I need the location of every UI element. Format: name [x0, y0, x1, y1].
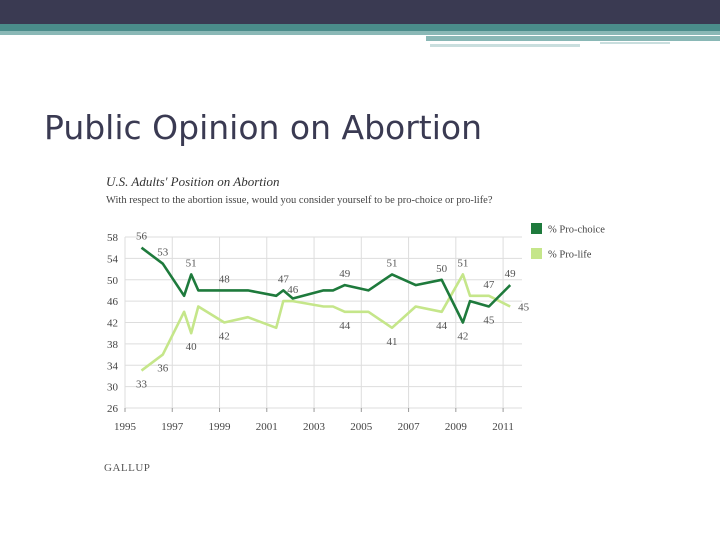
- chart-subtitle: With respect to the abortion issue, woul…: [106, 195, 493, 206]
- data-label: 41: [387, 336, 398, 348]
- legend-label: % Pro-life: [548, 250, 592, 261]
- data-label: 51: [387, 257, 398, 269]
- x-tick-label: 2005: [350, 421, 373, 433]
- x-tick-label: 2011: [492, 421, 514, 433]
- data-label: 47: [278, 273, 290, 285]
- data-label: 33: [136, 379, 148, 391]
- data-label: 47: [483, 279, 495, 291]
- data-label: 53: [157, 247, 169, 259]
- data-label: 42: [457, 331, 468, 343]
- data-label: 49: [339, 268, 351, 280]
- data-label: 46: [287, 284, 299, 296]
- series-line-pro-life: [140, 273, 511, 372]
- header-accent-line: [430, 44, 580, 47]
- data-label: 51: [186, 257, 197, 269]
- data-label: 51: [457, 257, 468, 269]
- y-tick-label: 46: [107, 296, 119, 308]
- data-label: 42: [219, 331, 230, 343]
- data-label: 36: [157, 363, 169, 375]
- y-tick-label: 26: [107, 403, 119, 415]
- y-tick-label: 50: [107, 275, 119, 287]
- top-bar: [0, 0, 720, 24]
- data-label: 48: [219, 273, 231, 285]
- series-line-pro-choice: [140, 246, 512, 324]
- data-label: 45: [483, 314, 495, 326]
- x-tick-label: 1997: [161, 421, 184, 433]
- x-tick-label: 2007: [398, 421, 421, 433]
- x-tick-label: 2009: [445, 421, 468, 433]
- header-accent-line-2: [600, 42, 670, 44]
- legend-label: % Pro-choice: [548, 225, 605, 236]
- data-label: 49: [505, 268, 517, 280]
- header-accent-bar: [426, 36, 720, 41]
- legend-swatch: [531, 223, 542, 234]
- data-label: 45: [518, 301, 530, 313]
- data-label: 40: [186, 341, 198, 353]
- y-tick-label: 30: [107, 382, 119, 394]
- y-tick-label: 42: [107, 318, 118, 330]
- y-tick-label: 58: [107, 232, 119, 244]
- data-label: 44: [339, 320, 351, 332]
- legend-swatch: [531, 248, 542, 259]
- data-label: 44: [436, 320, 448, 332]
- chart-title: U.S. Adults' Position on Abortion: [106, 174, 280, 189]
- y-tick-label: 38: [107, 339, 119, 351]
- slide-title: Public Opinion on Abortion: [44, 108, 483, 147]
- source-logo: GALLUP: [104, 462, 151, 474]
- x-tick-label: 2001: [256, 421, 278, 433]
- x-tick-label: 1995: [114, 421, 137, 433]
- y-tick-label: 54: [107, 253, 119, 265]
- x-tick-label: 2003: [303, 421, 326, 433]
- y-tick-label: 34: [107, 360, 119, 372]
- x-tick-label: 1999: [209, 421, 232, 433]
- header-stripe-light: [0, 31, 720, 35]
- header-stripe: [0, 24, 720, 31]
- data-label: 56: [136, 231, 148, 243]
- data-label: 50: [436, 263, 448, 275]
